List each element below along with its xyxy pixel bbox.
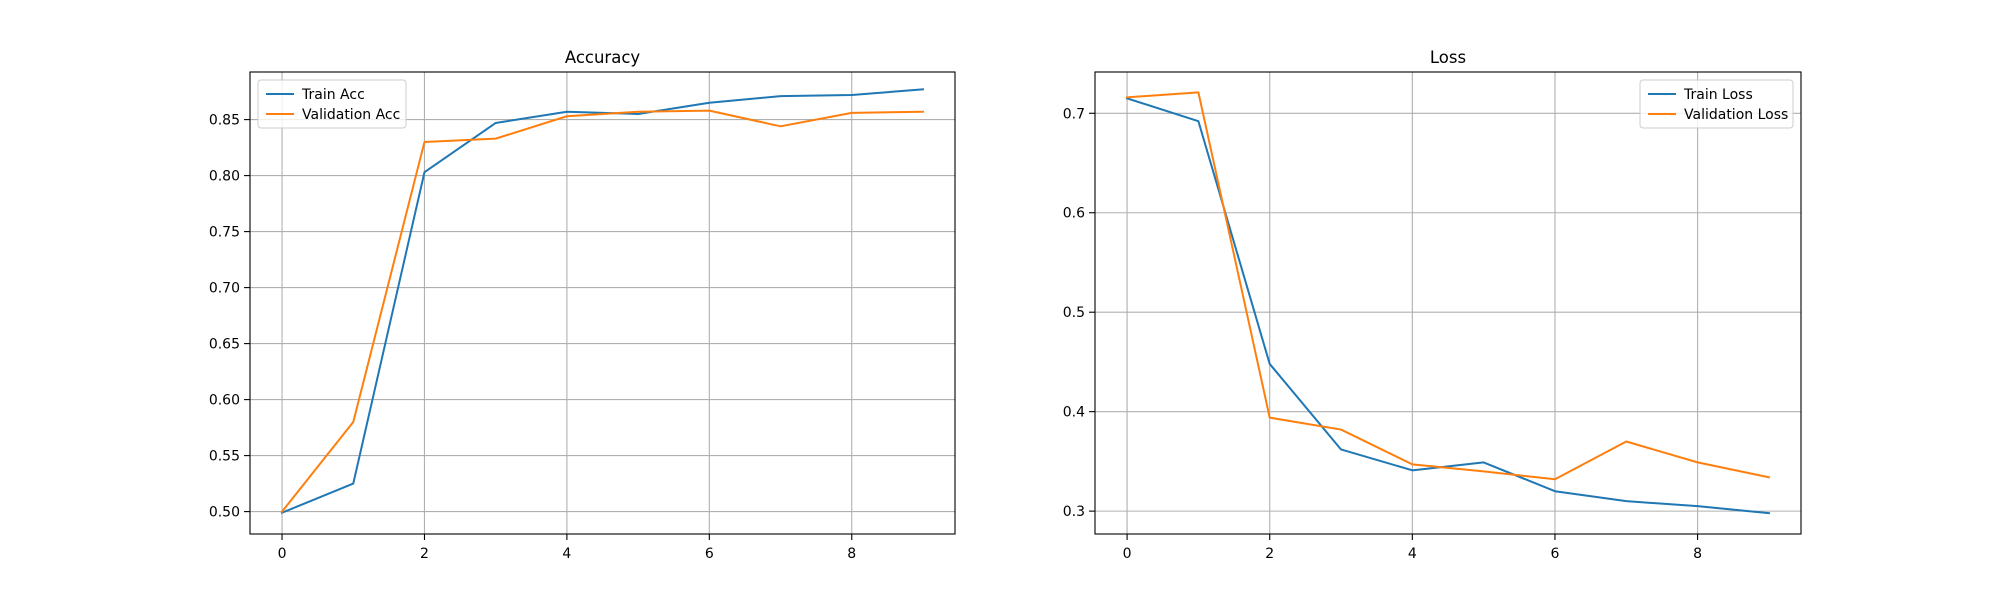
accuracy-grid [250, 72, 955, 534]
loss-grid [1095, 72, 1801, 534]
accuracy-chart-title: Accuracy [565, 48, 641, 67]
accuracy-legend-label-0: Train Acc [301, 87, 365, 103]
accuracy-series-line-1 [280, 109, 924, 514]
loss-chart-title: Loss [1430, 48, 1466, 67]
loss-x-tick-label-1: 2 [1265, 546, 1274, 562]
accuracy-axes-frame [249, 71, 956, 535]
accuracy-x-tick-label-4: 8 [847, 546, 856, 562]
loss-y-tick-label-3: 0.6 [1063, 206, 1085, 222]
accuracy-y-tick-label-5: 0.75 [209, 225, 240, 241]
accuracy-series-line-0 [280, 88, 925, 515]
accuracy-y-tick-label-4: 0.70 [209, 281, 240, 297]
loss-legend-label-0: Train Loss [1683, 87, 1753, 103]
accuracy-x-tick-label-1: 2 [420, 546, 429, 562]
accuracy-y-tick-label-3: 0.65 [209, 337, 240, 353]
loss-x-tick-label-4: 8 [1693, 546, 1702, 562]
loss-x-tick-label-2: 4 [1408, 546, 1417, 562]
loss-series-line-0 [1125, 97, 1771, 515]
loss-x-tick-label-3: 6 [1551, 546, 1560, 562]
accuracy-legend: Train Acc Validation Acc [257, 79, 407, 129]
accuracy-x-tick-label-3: 6 [705, 546, 714, 562]
accuracy-x-tick-label-0: 0 [278, 546, 287, 562]
loss-series-line-1 [1126, 91, 1771, 481]
loss-legend: Train Loss Validation Loss [1639, 79, 1794, 129]
loss-legend-label-1: Validation Loss [1684, 107, 1788, 123]
loss-x-tick-label-0: 0 [1123, 546, 1132, 562]
loss-y-tick-label-1: 0.4 [1063, 405, 1085, 421]
loss-chart: 0 2 4 6 8 0.3 0.4 0.5 0.6 0.7 Loss Train Loss Valida… [1063, 48, 1802, 562]
loss-y-tick-label-0: 0.3 [1063, 504, 1085, 520]
accuracy-y-tick-label-2: 0.60 [209, 393, 240, 409]
loss-y-tick-label-2: 0.5 [1063, 305, 1085, 321]
accuracy-y-tick-label-7: 0.85 [209, 113, 240, 129]
accuracy-legend-label-1: Validation Acc [302, 107, 400, 123]
loss-y-tick-label-4: 0.7 [1063, 106, 1085, 122]
accuracy-x-tick-label-2: 4 [562, 546, 571, 562]
loss-axes-frame [1094, 71, 1802, 535]
accuracy-chart: 0 2 4 6 8 0.50 0.55 0.60 0.65 0.70 0.75 0.80 0.85 Acc… [209, 48, 956, 562]
accuracy-legend-box [257, 79, 407, 129]
accuracy-y-tick-label-0: 0.50 [209, 505, 240, 521]
accuracy-y-tick-label-1: 0.55 [209, 449, 240, 465]
loss-legend-box [1639, 79, 1794, 129]
accuracy-y-tick-label-6: 0.80 [209, 169, 240, 185]
